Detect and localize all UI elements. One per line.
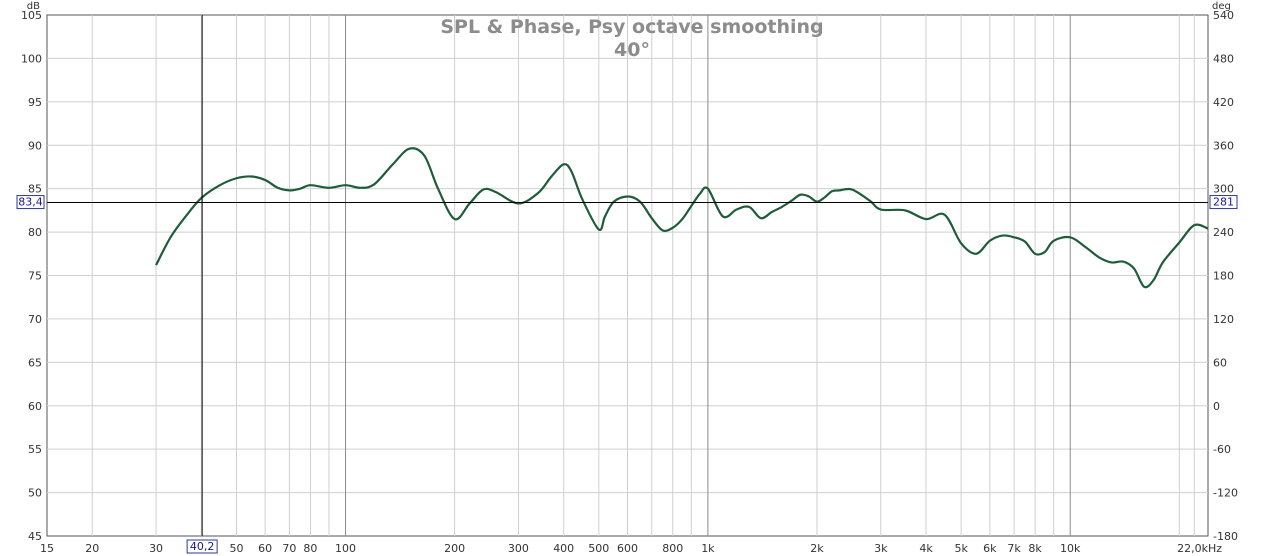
y2-tick-label: 480 — [1213, 52, 1234, 65]
chart-subtitle: 40° — [614, 39, 650, 61]
x-tick-label: 2k — [810, 542, 824, 555]
cursor[interactable]: 83,4 281 40,2 — [16, 15, 1238, 554]
x-tick-label: 70 — [282, 542, 296, 555]
cursor-y2-readout-box — [1209, 195, 1238, 210]
y-tick-label: 60 — [28, 400, 42, 413]
series-group — [155, 147, 1209, 289]
x-tick-label: 10k — [1060, 542, 1081, 555]
y-tick-label: 75 — [28, 270, 42, 283]
y2-tick-label: 420 — [1213, 96, 1234, 109]
grid — [47, 15, 1208, 536]
y2-tick-label: 120 — [1213, 313, 1234, 326]
x-tick-label: 200 — [444, 542, 465, 555]
chart-title: SPL & Phase, Psy octave smoothing — [440, 16, 823, 38]
cursor-x-readout: 40,2 — [190, 540, 215, 553]
y-tick-label: 55 — [28, 443, 42, 456]
y2-tick-label: 0 — [1213, 400, 1220, 413]
x-tick-label: 60 — [258, 542, 272, 555]
y-tick-label: 85 — [28, 183, 42, 196]
cursor-x-readout-box — [186, 539, 218, 554]
y2-tick-label: 240 — [1213, 226, 1234, 239]
cursor-y2-readout: 281 — [1213, 196, 1234, 209]
y2-unit-label: deg — [1212, 1, 1231, 12]
y-tick-label: 65 — [28, 356, 42, 369]
y-tick-label: 100 — [21, 52, 42, 65]
x-tick-label: 300 — [508, 542, 529, 555]
y2-tick-label: 60 — [1213, 356, 1227, 369]
x-tick-label: 1k — [701, 542, 715, 555]
x-tick-label: 50 — [229, 542, 243, 555]
x-tick-label: 22,0kHz — [1177, 542, 1222, 555]
x-tick-label: 3k — [874, 542, 888, 555]
x-tick-label: 15 — [40, 542, 54, 555]
y-tick-label: 95 — [28, 96, 42, 109]
y2-tick-label: 180 — [1213, 270, 1234, 283]
y2-tick-label: 360 — [1213, 139, 1234, 152]
y2-tick-label: -60 — [1213, 443, 1231, 456]
y2-tick-label: 540 — [1213, 9, 1234, 22]
cursor-y-readout: 83,4 — [18, 196, 43, 209]
y2-tick-label: -120 — [1213, 487, 1238, 500]
x-tick-label: 600 — [617, 542, 638, 555]
y-tick-label: 70 — [28, 313, 42, 326]
x-tick-label: 5k — [954, 542, 968, 555]
y-tick-label: 50 — [28, 487, 42, 500]
y-axis-right: -180 -120 -60 0 60 120 180 240 300 360 420 480 540 — [1213, 9, 1238, 543]
x-axis: 15 20 30 50 60 70 80 100 200 300 400 500 600 800 1k 2k 3… — [40, 542, 1222, 555]
y-tick-label: 45 — [28, 530, 42, 543]
x-tick-label: 100 — [335, 542, 356, 555]
x-tick-label: 4k — [919, 542, 933, 555]
x-tick-label: 80 — [303, 542, 317, 555]
x-tick-label: 800 — [662, 542, 683, 555]
cursor-y-readout-box — [16, 195, 45, 210]
y2-tick-label: -180 — [1213, 530, 1238, 543]
x-tick-label: 8k — [1028, 542, 1042, 555]
x-tick-label: 20 — [85, 542, 99, 555]
y-tick-label: 105 — [21, 9, 42, 22]
x-tick-label: 400 — [553, 542, 574, 555]
y-tick-label: 90 — [28, 139, 42, 152]
spl-series-line — [155, 147, 1209, 289]
x-tick-label: 6k — [983, 542, 997, 555]
y-axis-left: 45 50 55 60 65 70 75 80 85 90 95 100 105 — [21, 9, 42, 543]
x-tick-label: 30 — [149, 542, 163, 555]
x-tick-label: 7k — [1007, 542, 1021, 555]
y2-tick-label: 300 — [1213, 183, 1234, 196]
x-tick-label: 500 — [588, 542, 609, 555]
y-unit-label: dB — [27, 1, 40, 12]
y-tick-label: 80 — [28, 226, 42, 239]
